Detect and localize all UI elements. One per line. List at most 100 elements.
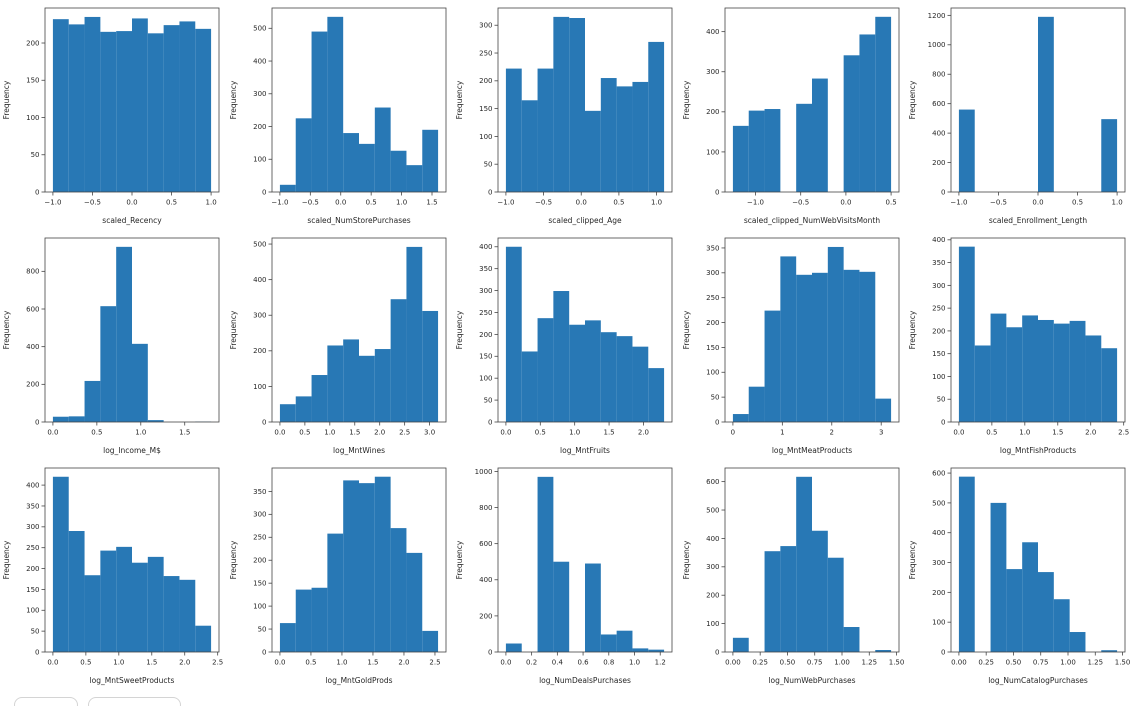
histogram-bar	[795, 103, 812, 192]
y-axis-label: Frequency	[229, 310, 238, 349]
x-tick-label: 0.5	[299, 429, 310, 437]
subplot-log_Income_M$: 0 200 400 600 800 0.0 0.5 1.0 1.5 log_Income_M$ Fr…	[0, 230, 226, 460]
footer-chip-right[interactable]	[88, 697, 181, 706]
histogram-plot: 0 100 200 300 400 500 0.0 0.5 1.0 1.5 2.0 2.5 3.0 log…	[229, 237, 446, 455]
x-tick-label: 2.5	[212, 659, 223, 667]
histogram-bar	[68, 24, 85, 192]
x-tick-label: 0.00	[725, 659, 741, 667]
y-tick-label: 400	[706, 535, 719, 543]
footer-chip-left[interactable]	[14, 697, 78, 706]
histogram-bar	[764, 551, 781, 652]
y-tick-label: 0	[488, 418, 492, 426]
y-tick-label: 0	[715, 418, 719, 426]
y-tick-label: 0	[35, 418, 39, 426]
x-tick-label: 0.0	[47, 659, 58, 667]
y-tick-label: 200	[933, 327, 946, 335]
x-axis-label: log_MntFruits	[560, 446, 610, 455]
y-tick-label: 0	[941, 418, 945, 426]
x-tick-label: 0.5	[987, 429, 998, 437]
histogram-bar	[1085, 335, 1102, 422]
subplot-scaled_clipped_NumWebVisitsMonth: 0 100 200 300 400 −1.0 −0.5 0.0 0.5 scaled_clippe…	[680, 0, 906, 230]
histogram-bar	[585, 320, 602, 422]
y-tick-label: 200	[26, 39, 39, 47]
x-tick-label: −1.0	[271, 199, 288, 207]
x-tick-label: 0.0	[501, 429, 512, 437]
x-tick-label: −1.0	[498, 199, 515, 207]
histogram-bar	[374, 107, 391, 192]
x-tick-label: 0.4	[552, 659, 564, 667]
x-tick-label: 0.8	[603, 659, 614, 667]
y-tick-label: 300	[26, 523, 39, 531]
histogram-bar	[553, 16, 570, 192]
y-tick-label: 500	[933, 499, 946, 507]
histogram-bar	[116, 546, 132, 652]
y-tick-label: 400	[479, 576, 492, 584]
subplot-log_MntGoldProds: 0 50 100 150 200 250 300 350 0.0 0.5 1.0 1.5 2.0 2.5 l…	[227, 460, 453, 690]
y-tick-label: 600	[933, 100, 946, 108]
x-tick-label: −0.5	[535, 199, 552, 207]
y-tick-label: 500	[253, 25, 266, 33]
y-tick-label: 0	[262, 648, 266, 656]
histogram-bar	[537, 68, 554, 192]
histogram-plot: 0 200 400 600 800 1000 0.0 0.2 0.4 0.6 0.8 1.0 1.2 lo…	[455, 467, 673, 685]
histogram-bar	[342, 133, 359, 192]
histogram-bar	[421, 129, 438, 192]
histogram-plot: 0 50 100 150 200 250 300 −1.0 −0.5 0.0 0.5 1.0 scale…	[455, 7, 673, 225]
histogram-plot: 0 100 200 300 400 −1.0 −0.5 0.0 0.5 scaled_clippe…	[682, 7, 900, 225]
histogram-bar	[132, 18, 148, 193]
y-tick-label: 350	[479, 265, 492, 273]
histogram-bar	[780, 256, 796, 422]
histogram-bar	[506, 68, 522, 192]
x-tick-label: 1.00	[1061, 659, 1077, 667]
y-tick-label: 0	[262, 418, 266, 426]
y-tick-label: 50	[937, 396, 946, 404]
y-tick-label: 400	[933, 529, 946, 537]
histogram-bar	[326, 533, 343, 652]
histogram-bar	[116, 31, 132, 193]
histogram-bar	[1101, 119, 1118, 192]
y-axis-label: Frequency	[229, 540, 238, 579]
y-tick-label: 150	[253, 580, 266, 588]
subplot-log_NumWebPurchases: 0 100 200 300 400 500 600 0.00 0.25 0.50 0.75 1.00 1…	[680, 460, 906, 690]
histogram-bar	[1006, 327, 1023, 422]
x-tick-label: 3	[879, 429, 883, 437]
histogram-bar	[569, 18, 586, 193]
y-axis-label: Frequency	[2, 80, 11, 119]
x-tick-label: 1	[780, 429, 784, 437]
y-tick-label: 400	[479, 243, 492, 251]
x-tick-label: 0.0	[274, 429, 285, 437]
y-tick-label: 400	[26, 482, 39, 490]
histogram-bar	[732, 637, 749, 652]
x-axis-label: log_Income_M$	[103, 446, 161, 455]
subplot-log_NumCatalogPurchases: 0 100 200 300 400 500 600 0.00 0.25 0.50 0.75 1.00 1…	[906, 460, 1132, 690]
axes-frame	[724, 467, 900, 653]
histogram-bar	[1022, 542, 1039, 652]
histogram-bar	[295, 589, 312, 652]
histogram-plot: 0 50 100 150 200 250 300 350 400 0.0 0.5 1.0 1.5 2.0 2…	[2, 467, 223, 685]
x-tick-label: 1.50	[889, 659, 905, 667]
histogram-bar	[811, 530, 828, 652]
histogram-bar	[195, 625, 212, 652]
y-tick-label: 800	[933, 71, 946, 79]
histogram-bar	[68, 531, 85, 652]
y-tick-label: 500	[706, 506, 719, 514]
histogram-bar	[52, 19, 69, 193]
y-tick-label: 350	[26, 502, 39, 510]
y-tick-label: 500	[253, 240, 266, 248]
y-tick-label: 0	[488, 188, 492, 196]
x-tick-label: −1.0	[747, 199, 764, 207]
histogram-bar	[795, 476, 812, 652]
histogram-bar	[648, 41, 665, 192]
histogram-bar	[311, 587, 327, 652]
y-tick-label: 0	[715, 648, 719, 656]
y-tick-label: 50	[31, 151, 40, 159]
y-tick-label: 100	[706, 620, 719, 628]
histogram-plot: 0 50 100 150 200 250 300 350 400 0.0 0.5 1.0 1.5 2.0 2…	[908, 236, 1129, 455]
x-tick-label: 0.6	[578, 659, 590, 667]
subplot-log_MntFishProducts: 0 50 100 150 200 250 300 350 400 0.0 0.5 1.0 1.5 2.0 2…	[906, 230, 1132, 460]
histogram-bar	[390, 528, 407, 652]
x-tick-label: 0.5	[885, 199, 896, 207]
histogram-bar	[406, 246, 422, 422]
histogram-bar	[506, 643, 522, 652]
